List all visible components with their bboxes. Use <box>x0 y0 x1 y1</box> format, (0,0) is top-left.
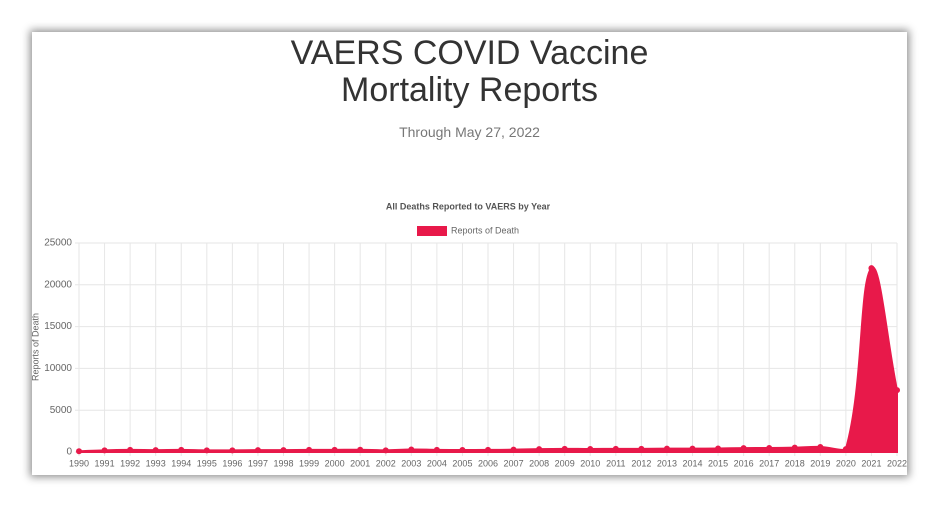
y-tick-label: 15000 <box>44 321 72 332</box>
legend-swatch <box>417 226 447 236</box>
x-tick-label: 2000 <box>325 458 345 468</box>
point <box>254 447 261 454</box>
x-tick-label: 2018 <box>785 458 805 468</box>
x-tick-label: 2006 <box>478 458 498 468</box>
x-tick-label: 1994 <box>171 458 191 468</box>
y-tick-label: 0 <box>66 447 72 458</box>
point <box>715 445 722 452</box>
point <box>638 445 645 452</box>
x-tick-label: 1993 <box>146 458 166 468</box>
x-tick-label: 1997 <box>248 458 268 468</box>
point <box>101 447 108 454</box>
x-tick-label: 1996 <box>222 458 242 468</box>
x-tick-label: 1998 <box>273 458 293 468</box>
point <box>791 444 798 451</box>
point <box>357 446 364 453</box>
point <box>459 446 466 453</box>
x-tick-label: 2009 <box>555 458 575 468</box>
x-tick-label: 2003 <box>401 458 421 468</box>
x-tick-label: 2007 <box>504 458 524 468</box>
point <box>663 445 670 452</box>
point <box>408 446 415 453</box>
point <box>587 445 594 452</box>
point <box>76 448 82 455</box>
chart-title: All Deaths Reported to VAERS by Year <box>386 201 551 211</box>
point <box>561 445 568 452</box>
y-tick-label: 20000 <box>44 279 72 290</box>
x-tick-label: 2020 <box>836 458 856 468</box>
y-tick-label: 10000 <box>44 363 72 374</box>
x-tick-label: 2002 <box>376 458 396 468</box>
card: VAERS COVID Vaccine Mortality Reports Th… <box>32 32 907 475</box>
point <box>152 447 159 454</box>
point <box>433 446 440 453</box>
x-tick-label: 2011 <box>606 458 625 468</box>
point <box>331 446 338 453</box>
point <box>842 446 849 453</box>
point <box>612 445 619 452</box>
x-tick-label: 2013 <box>657 458 677 468</box>
point <box>689 445 696 452</box>
point <box>868 265 875 272</box>
y-tick-label: 25000 <box>44 238 72 249</box>
page-subtitle: Through May 27, 2022 <box>399 124 540 140</box>
x-tick-label: 1990 <box>69 458 89 468</box>
x-tick-label: 2021 <box>861 458 881 468</box>
page-title: VAERS COVID Vaccine Mortality Reports <box>290 34 649 109</box>
legend-label: Reports of Death <box>451 225 519 235</box>
point <box>485 446 491 453</box>
point <box>229 447 236 454</box>
point <box>766 444 773 451</box>
point <box>178 446 185 453</box>
point <box>306 446 313 453</box>
x-tick-label: 2005 <box>452 458 472 468</box>
point <box>817 443 824 450</box>
point <box>127 446 134 453</box>
point <box>203 447 210 454</box>
x-tick-label: 2017 <box>759 458 779 468</box>
x-tick-label: 2014 <box>682 458 702 468</box>
x-tick-label: 2001 <box>350 458 370 468</box>
x-tick-label: 2016 <box>734 458 754 468</box>
y-tick-label: 5000 <box>50 405 73 416</box>
point <box>382 447 389 454</box>
y-axis-title: Reports of Death <box>30 313 40 381</box>
x-tick-label: 2008 <box>529 458 549 468</box>
x-tick-label: 2004 <box>427 458 447 468</box>
point <box>894 387 900 394</box>
x-tick-label: 1992 <box>120 458 140 468</box>
x-tick-label: 2010 <box>580 458 600 468</box>
x-tick-label: 1991 <box>95 458 115 468</box>
point <box>280 447 287 454</box>
x-tick-label: 2019 <box>810 458 830 468</box>
x-tick-label: 2022 <box>887 458 907 468</box>
x-tick-label: 2015 <box>708 458 728 468</box>
point <box>536 446 543 453</box>
x-tick-label: 1995 <box>197 458 217 468</box>
x-tick-label: 2012 <box>631 458 651 468</box>
point <box>510 446 517 453</box>
point <box>740 445 747 452</box>
x-tick-label: 1999 <box>299 458 319 468</box>
